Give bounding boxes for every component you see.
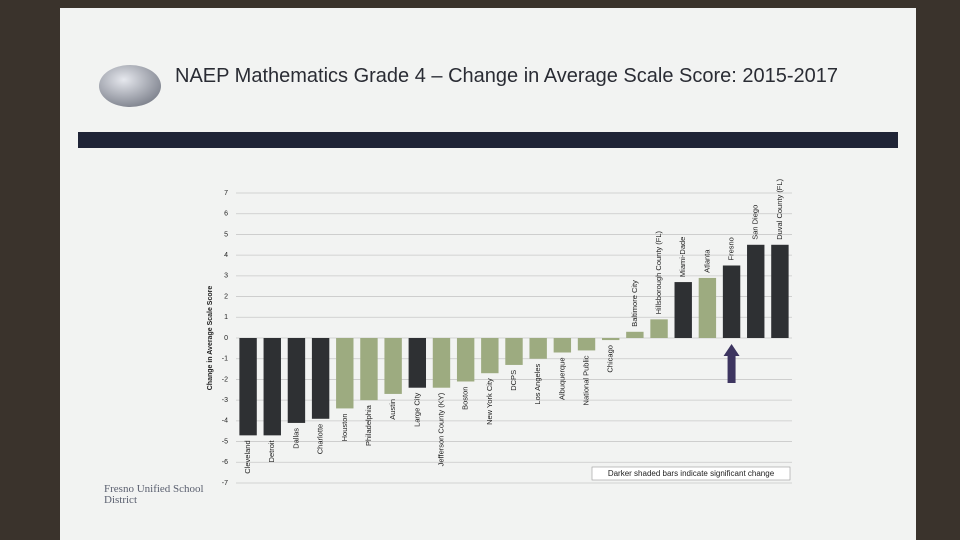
x-tick-label: Albuquerque <box>557 358 566 401</box>
x-tick-label: Duval County (FL) <box>775 178 784 239</box>
y-tick-label: -6 <box>222 459 228 466</box>
y-tick-label: -3 <box>222 397 228 404</box>
bar <box>239 338 257 436</box>
bar <box>674 282 692 338</box>
title-rule <box>78 132 898 148</box>
annotation-box <box>591 466 791 481</box>
bar <box>529 338 547 359</box>
x-tick-label: San Diego <box>751 205 760 240</box>
y-tick-label: 0 <box>224 335 228 342</box>
y-tick-label: 2 <box>224 293 228 300</box>
x-tick-label: Fresno <box>727 237 736 260</box>
x-tick-label: Charlotte <box>316 424 325 454</box>
bar <box>626 331 644 338</box>
x-tick-label: Jefferson County (KY) <box>436 392 445 466</box>
x-tick-label: Houston <box>340 413 349 441</box>
bar <box>384 338 402 394</box>
y-tick-label: -7 <box>222 480 228 487</box>
chart-title: NAEP Mathematics Grade 4 – Change in Ave… <box>175 65 838 87</box>
x-tick-label: Dallas <box>291 428 300 449</box>
bar <box>336 338 354 409</box>
bar <box>722 265 741 338</box>
x-tick-label: Boston <box>461 387 470 410</box>
x-tick-label: Baltimore City <box>630 280 639 327</box>
bar <box>553 338 572 353</box>
x-tick-label: Detroit <box>267 439 276 462</box>
bar <box>650 319 668 338</box>
bar <box>360 338 378 401</box>
bar <box>771 244 789 338</box>
bar <box>747 244 765 338</box>
x-tick-label: DCPS <box>509 370 518 391</box>
bar <box>287 338 306 423</box>
x-tick-label: Philadelphia <box>364 404 373 446</box>
y-tick-label: 3 <box>224 273 228 280</box>
x-tick-label: Los Angeles <box>533 363 542 404</box>
x-tick-label: Austin <box>388 399 397 420</box>
x-tick-label: New York City <box>485 378 494 425</box>
y-axis-label: Change in Average Scale Score <box>207 286 214 391</box>
x-tick-label: Atlanta <box>702 249 711 273</box>
bar <box>505 338 523 365</box>
x-tick-label: Hillsborough County (FL) <box>654 230 663 314</box>
x-tick-label: Miami-Dade <box>678 237 687 277</box>
logo: Fresno Unified School District <box>104 483 204 506</box>
x-tick-label: National Public <box>582 355 591 405</box>
y-tick-label: 5 <box>224 231 228 238</box>
bar <box>601 338 620 341</box>
bar <box>456 338 475 382</box>
fresno-arrow <box>723 344 740 383</box>
y-tick-label: -4 <box>222 418 228 425</box>
bar <box>698 277 717 338</box>
title-oval <box>99 65 161 107</box>
bar <box>311 338 330 419</box>
y-tick-label: -1 <box>222 356 228 363</box>
bar <box>577 338 596 351</box>
bar <box>408 338 427 388</box>
y-tick-label: 7 <box>224 190 228 197</box>
bar <box>263 338 281 436</box>
bar <box>481 338 499 374</box>
x-tick-label: Large City <box>412 392 421 426</box>
y-tick-label: -2 <box>222 376 228 383</box>
x-tick-label: Cleveland <box>243 440 252 473</box>
y-tick-label: 4 <box>224 252 228 259</box>
annotation: Darker shaded bars indicate significant … <box>608 469 775 478</box>
y-tick-label: 6 <box>224 211 228 218</box>
x-tick-label: Chicago <box>606 345 615 373</box>
y-tick-label: -5 <box>222 438 228 445</box>
y-tick-label: 1 <box>224 314 228 321</box>
bar <box>432 338 451 388</box>
